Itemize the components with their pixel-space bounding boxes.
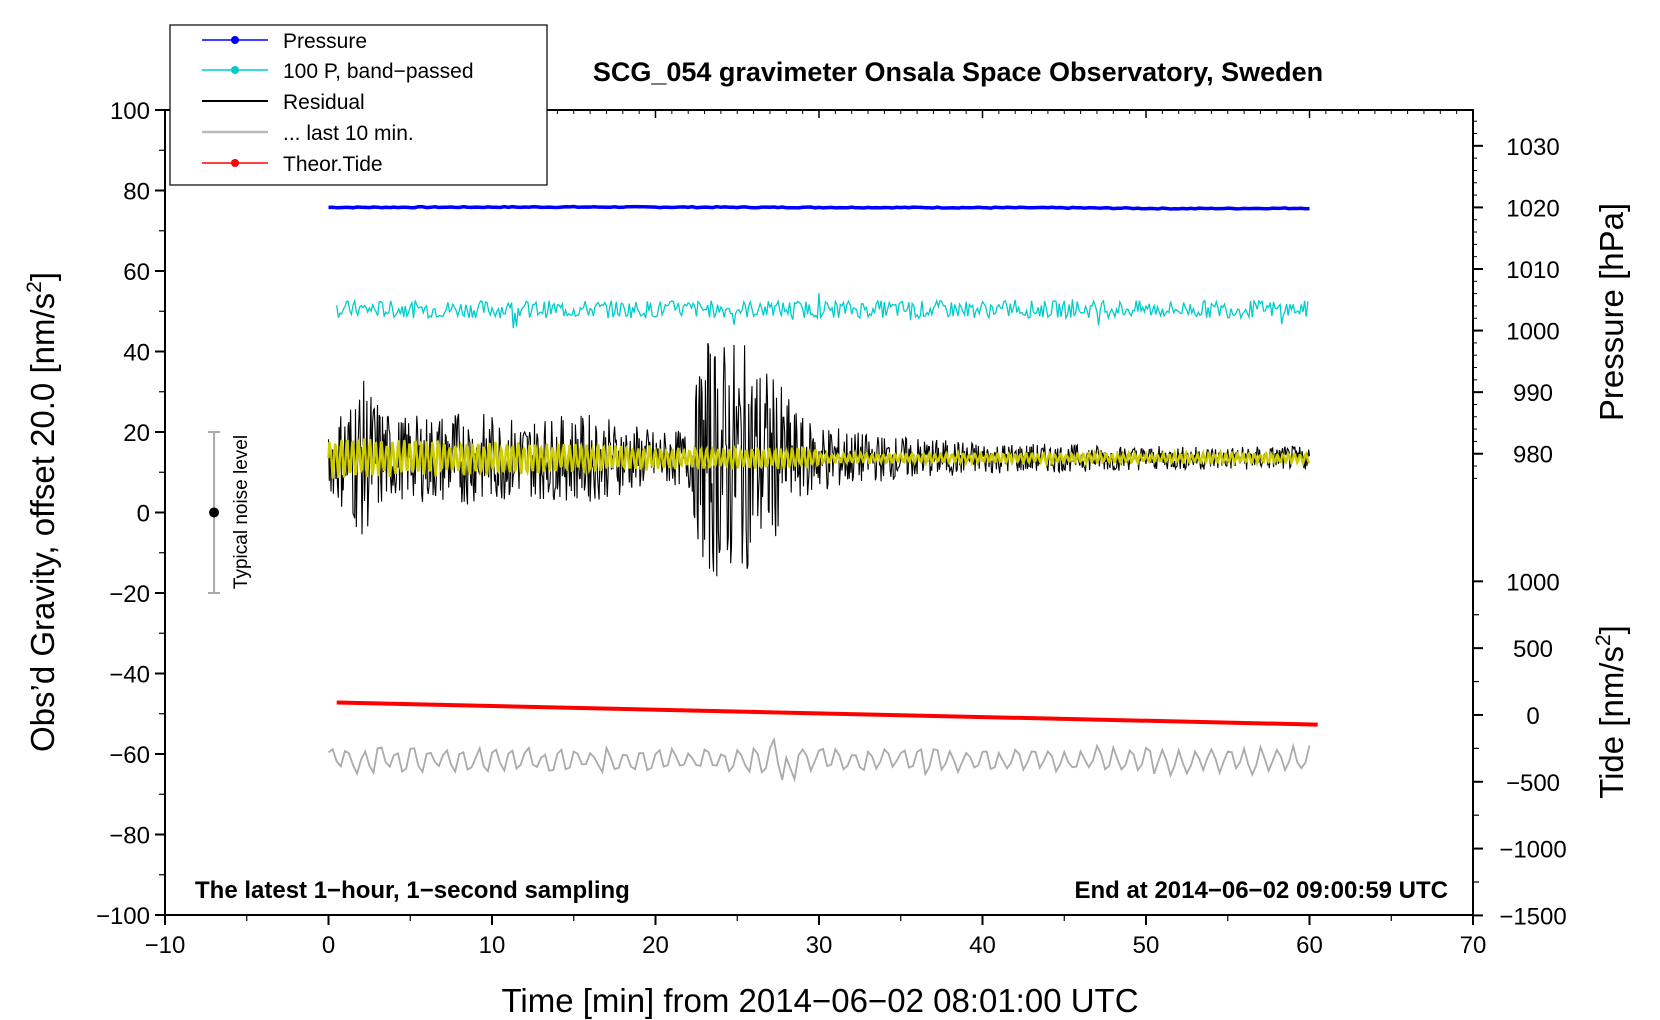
tide-axis-title: Tide [nm/s2]	[1592, 625, 1630, 799]
plot-frame	[164, 109, 1474, 916]
y-tick-label: −60	[109, 742, 150, 769]
legend-label-residual: Residual	[283, 91, 365, 114]
pressure-tick-label: 1020	[1506, 195, 1559, 222]
x-axis-ticks: −10 0 10 20 30 40 50 60 70	[145, 110, 1487, 959]
pressure-tick-label: 1000	[1506, 319, 1559, 346]
legend-label-tide: Theor.Tide	[283, 153, 383, 176]
legend-label-last10: ... last 10 min.	[283, 122, 414, 145]
y-axis-title-main: Obs’d Gravity, offset 20.0 [nm/s	[24, 293, 61, 752]
y-tick-label: −20	[109, 581, 150, 608]
tide-axis-ticks: −1500 −1000 −500 0 500 1000	[1473, 569, 1567, 930]
legend-marks	[202, 36, 268, 167]
pressure-tick-label: 980	[1513, 442, 1553, 469]
y-axis-title: Obs’d Gravity, offset 20.0 [nm/s2]	[23, 272, 61, 752]
tide-tick-label: −1000	[1499, 837, 1566, 864]
y-tick-label: 80	[123, 179, 150, 206]
x-tick-label: 60	[1296, 932, 1323, 959]
x-tick-label: 10	[479, 932, 506, 959]
x-tick-label: 40	[969, 932, 996, 959]
tide-tick-label: −1500	[1499, 903, 1566, 930]
y-tick-label: 100	[110, 98, 150, 125]
legend-mark-tide-dot	[231, 159, 239, 167]
y-tick-label: 40	[123, 340, 150, 367]
x-axis-title: Time [min] from 2014−06−02 08:01:00 UTC	[501, 982, 1138, 1019]
pressure-tick-label: 990	[1513, 380, 1553, 407]
legend: Pressure 100 P, band−passed Residual ...…	[169, 24, 548, 186]
series-layer	[327, 204, 1318, 783]
y-axis-ticks: −100 −80 −60 −40 −20 0 20 40 60 80 100	[96, 98, 165, 930]
sampling-note: The latest 1−hour, 1−second sampling	[195, 877, 630, 904]
tide-axis-title-sup: 2	[1592, 634, 1615, 646]
x-tick-label: −10	[145, 932, 186, 959]
residual-line	[327, 342, 1311, 577]
pressure-line	[328, 204, 1310, 211]
noise-level-label: Typical noise level	[231, 435, 252, 589]
tide-tick-label: −500	[1506, 770, 1560, 797]
y-tick-label: 60	[123, 259, 150, 286]
legend-label-pressure: Pressure	[283, 30, 367, 53]
y-tick-label: −100	[96, 903, 150, 930]
theoretical-tide-line	[336, 700, 1318, 727]
x-tick-label: 50	[1133, 932, 1160, 959]
bandpassed-line	[336, 293, 1309, 329]
chart-title: SCG_054 gravimeter Onsala Space Observat…	[593, 57, 1323, 87]
pressure-axis-ticks: 980 990 1000 1010 1020 1030	[1472, 115, 1560, 485]
smoothed-residual-line	[327, 438, 1311, 479]
tide-tick-label: 0	[1526, 703, 1539, 730]
tide-axis-title-main: Tide [nm/s	[1593, 646, 1630, 799]
pressure-tick-label: 1010	[1506, 257, 1559, 284]
legend-mark-pressure-dot	[231, 36, 239, 44]
legend-mark-bandpassed-dot	[231, 66, 239, 74]
y-tick-label: 0	[137, 501, 150, 528]
end-time-note: End at 2014−06−02 09:00:59 UTC	[1074, 877, 1448, 904]
tide-tick-label: 1000	[1506, 569, 1559, 596]
last-10-min-line	[327, 736, 1311, 783]
x-tick-label: 0	[322, 932, 335, 959]
y-tick-label: −40	[109, 662, 150, 689]
tide-axis-title-end: ]	[1593, 625, 1630, 634]
y-axis-title-sup: 2	[23, 281, 46, 293]
x-tick-label: 20	[642, 932, 669, 959]
legend-box	[169, 24, 548, 186]
y-tick-label: −80	[109, 823, 150, 850]
noise-bar-center-dot	[209, 507, 220, 518]
y-axis-title-end: ]	[24, 272, 61, 281]
x-tick-label: 70	[1460, 932, 1487, 959]
legend-label-bandpassed: 100 P, band−passed	[283, 60, 474, 83]
tide-tick-label: 500	[1513, 636, 1553, 663]
pressure-tick-label: 1030	[1506, 134, 1559, 161]
x-tick-label: 30	[806, 932, 833, 959]
noise-level-bar	[208, 431, 221, 594]
y-tick-label: 20	[123, 420, 150, 447]
pressure-axis-title: Pressure [hPa]	[1593, 203, 1630, 421]
